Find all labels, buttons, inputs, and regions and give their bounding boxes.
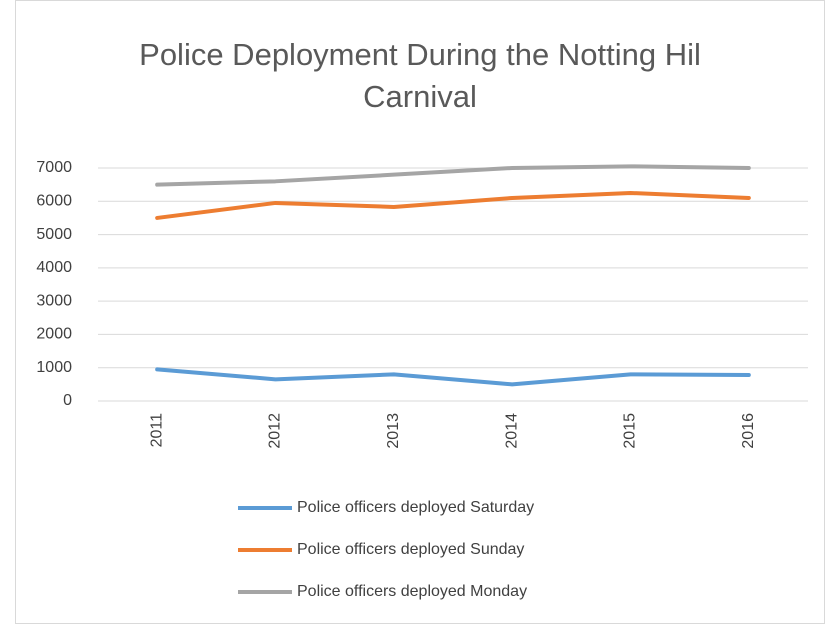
y-tick-label: 4000 [36, 259, 72, 276]
legend-label: Police officers deployed Sunday [297, 541, 524, 558]
chart-border [15, 0, 825, 624]
y-tick-label: 6000 [36, 193, 72, 210]
legend-label: Police officers deployed Saturday [297, 499, 534, 516]
x-tick-label: 2011 [148, 413, 165, 448]
y-tick-label: 3000 [36, 292, 72, 309]
x-tick-label: 2012 [267, 413, 284, 449]
y-tick-label: 2000 [36, 326, 72, 343]
y-tick-label: 7000 [36, 159, 72, 176]
series-line [155, 190, 751, 220]
legend-label: Police officers deployed Monday [297, 583, 527, 600]
x-tick-label: 2015 [622, 413, 639, 449]
y-tick-label: 0 [63, 392, 72, 409]
series-line [155, 164, 751, 187]
y-tick-label: 5000 [36, 226, 72, 243]
y-tick-label: 1000 [36, 359, 72, 376]
x-tick-label: 2016 [740, 413, 757, 449]
x-tick-label: 2014 [503, 413, 520, 449]
chart-title: Police Deployment During the Notting Hil… [139, 37, 701, 114]
series-line [155, 367, 751, 387]
x-tick-label: 2013 [385, 413, 402, 449]
